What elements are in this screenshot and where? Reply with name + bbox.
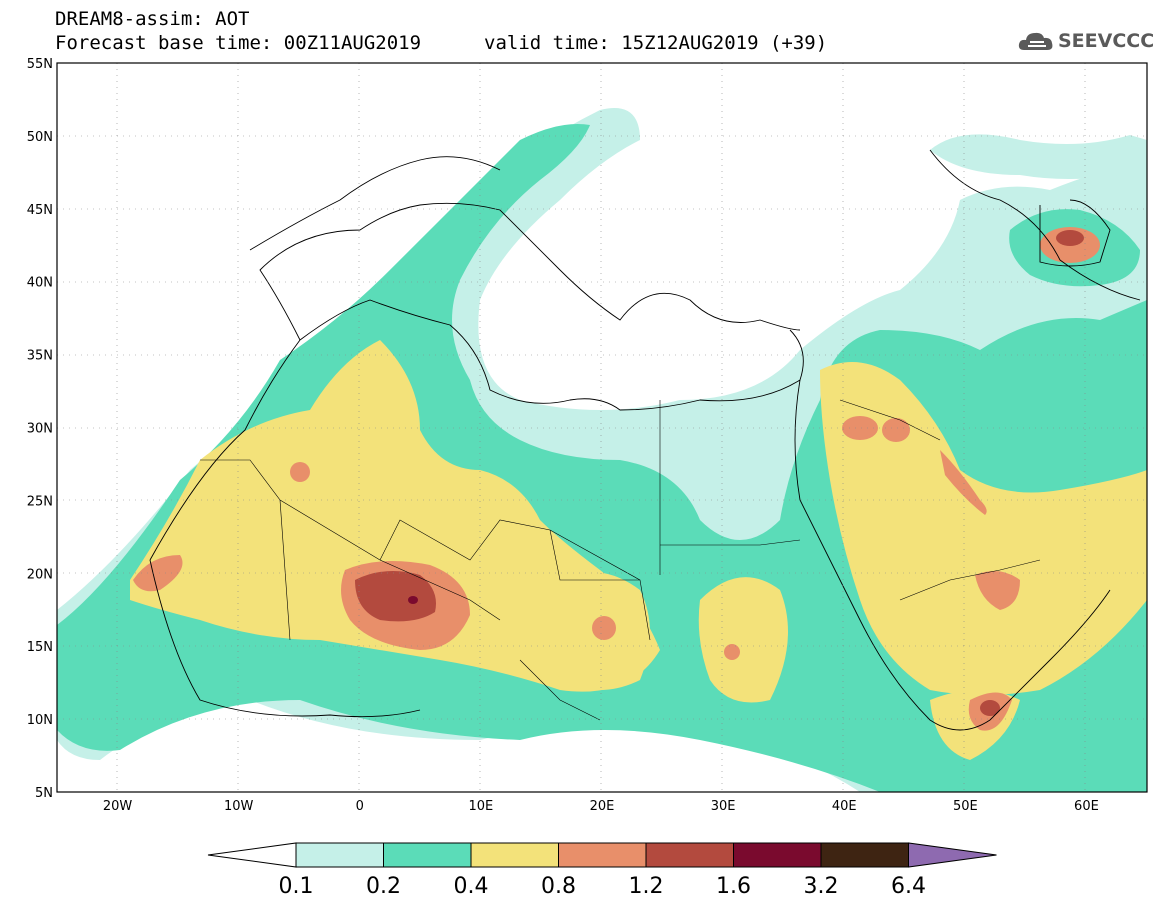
colorbar-swatch bbox=[558, 842, 647, 868]
colorbar-label: 6.4 bbox=[891, 874, 926, 899]
colorbar-label: 1.2 bbox=[629, 874, 664, 899]
colorbar-label: 3.2 bbox=[804, 874, 839, 899]
colorbar-min-arrow bbox=[207, 842, 297, 868]
lon-label: 50E bbox=[953, 799, 978, 814]
lat-label: 35N bbox=[27, 349, 53, 364]
colorbar-max-arrow bbox=[908, 842, 997, 868]
lat-label: 25N bbox=[27, 494, 53, 509]
lon-label: 30E bbox=[711, 799, 736, 814]
logo-text: SEEVCCC bbox=[1058, 30, 1155, 52]
lon-label: 60E bbox=[1074, 799, 1099, 814]
colorbar-swatch bbox=[295, 842, 384, 868]
lat-label: 30N bbox=[27, 422, 53, 437]
lon-label: 0 bbox=[356, 799, 364, 814]
lon-label: 10W bbox=[224, 799, 254, 814]
forecast-base-time: Forecast base time: 00Z11AUG2019 bbox=[55, 32, 422, 54]
lon-label: 20W bbox=[103, 799, 133, 814]
colorbar-swatch bbox=[470, 842, 559, 868]
colorbar-swatch bbox=[733, 842, 822, 868]
colorbar-label: 0.1 bbox=[279, 874, 314, 899]
chart-title: DREAM8-assim: AOT bbox=[55, 8, 250, 30]
coastlines bbox=[149, 149, 1141, 731]
latitude-labels: 55N 50N 45N 40N 35N 30N 25N 20N 15N 10N 5N bbox=[27, 57, 53, 801]
longitude-labels: 20W 10W 0 10E 20E 30E 40E 50E 60E bbox=[103, 799, 1099, 814]
lat-label: 15N bbox=[27, 640, 53, 655]
colorbar-swatch bbox=[383, 842, 472, 868]
map-frame bbox=[56, 62, 1148, 793]
lon-label: 40E bbox=[832, 799, 857, 814]
lat-label: 45N bbox=[27, 203, 53, 218]
lon-label: 20E bbox=[590, 799, 615, 814]
aot-field-1.6 bbox=[408, 596, 418, 604]
colorbar-swatch bbox=[645, 842, 734, 868]
lat-label: 20N bbox=[27, 567, 53, 582]
colorbar-label: 1.6 bbox=[716, 874, 751, 899]
lat-label: 40N bbox=[27, 276, 53, 291]
lat-label: 50N bbox=[27, 130, 53, 145]
colorbar-label: 0.8 bbox=[541, 874, 576, 899]
aot-field-0.4 bbox=[130, 340, 1147, 760]
lon-label: 10E bbox=[469, 799, 494, 814]
cloud-logo-icon bbox=[1018, 32, 1053, 50]
lat-label: 55N bbox=[27, 57, 53, 72]
country-borders bbox=[200, 399, 1041, 721]
aot-field-1.2 bbox=[355, 230, 1084, 716]
lat-label: 5N bbox=[35, 786, 53, 801]
colorbar-swatch bbox=[820, 842, 909, 868]
lat-label: 10N bbox=[27, 713, 53, 728]
valid-time: valid time: 15Z12AUG2019 (+39) bbox=[484, 32, 828, 54]
colorbar-label: 0.4 bbox=[454, 874, 489, 899]
colorbar-label: 0.2 bbox=[366, 874, 401, 899]
